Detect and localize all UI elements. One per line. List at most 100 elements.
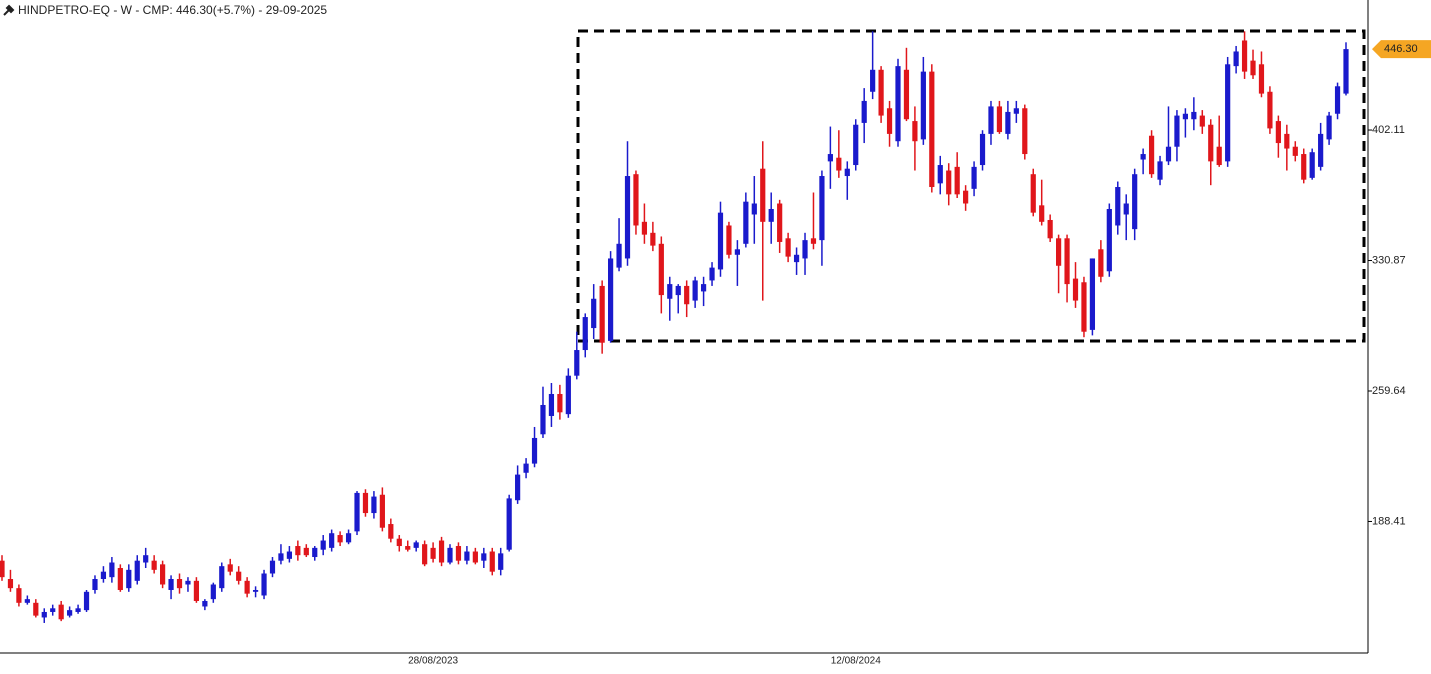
candle-body xyxy=(633,174,639,226)
candle-body xyxy=(963,190,969,204)
candle-body xyxy=(1326,115,1332,140)
candle-body xyxy=(295,546,301,556)
candle-body xyxy=(1241,40,1248,72)
candle-body xyxy=(489,551,495,572)
candle-body xyxy=(7,578,14,589)
candle-body xyxy=(675,285,681,296)
price-tag-label: 446.30 xyxy=(1384,43,1418,55)
candle-body xyxy=(929,71,935,188)
candle-body xyxy=(92,578,98,590)
candle-body xyxy=(515,474,521,501)
candle-body xyxy=(1275,121,1281,144)
candle-body xyxy=(1250,60,1256,76)
candle-body xyxy=(210,584,216,600)
x-tick-label: 28/08/2023 xyxy=(408,656,458,667)
candle-body xyxy=(244,580,250,594)
candle-body xyxy=(24,599,30,603)
candle-body xyxy=(1106,208,1112,272)
candle-body xyxy=(920,71,926,140)
candle-body xyxy=(303,547,309,556)
candle-body xyxy=(1182,113,1188,120)
candle-body xyxy=(641,221,648,235)
candle-body xyxy=(1174,115,1180,147)
candle-body xyxy=(388,524,394,539)
candle-body xyxy=(16,588,22,603)
candle-body xyxy=(1258,64,1265,94)
candle-body xyxy=(1267,91,1273,129)
candle-body xyxy=(870,69,876,92)
candle-body xyxy=(1123,203,1129,215)
candle-body xyxy=(278,553,284,561)
candle-body xyxy=(599,285,605,343)
candle-body xyxy=(117,568,123,590)
y-tick-label: 259.64 xyxy=(1372,385,1406,397)
candle-body xyxy=(1047,219,1053,239)
y-tick-label: 330.87 xyxy=(1372,254,1406,266)
candle-body xyxy=(126,569,132,589)
candle-body xyxy=(455,546,462,561)
candle-body xyxy=(58,604,64,620)
candle-body xyxy=(1191,111,1197,120)
candle-body xyxy=(176,578,183,589)
candle-body xyxy=(438,540,445,563)
candle-body xyxy=(337,535,343,543)
price-tag xyxy=(1372,40,1431,59)
candle-body xyxy=(667,284,673,299)
candle-body xyxy=(844,168,850,177)
candle-body xyxy=(692,280,698,301)
candle-body xyxy=(1030,174,1036,213)
candle-body xyxy=(312,547,318,558)
candle-body xyxy=(785,238,791,257)
candle-body xyxy=(1225,64,1231,162)
candle-body xyxy=(658,243,664,296)
candle-body xyxy=(1199,115,1205,127)
candle-body xyxy=(912,121,918,142)
candle-body xyxy=(160,564,166,585)
candle-body xyxy=(582,317,588,351)
candle-body xyxy=(540,404,546,435)
candle-body xyxy=(1301,154,1307,180)
candle-body xyxy=(354,492,360,532)
candle-body xyxy=(1132,174,1138,230)
candle-body xyxy=(1208,124,1214,162)
candle-body xyxy=(1081,282,1087,332)
candle-body xyxy=(472,551,478,563)
candle-body xyxy=(286,551,292,559)
candle-body xyxy=(1148,135,1155,175)
candle-body xyxy=(464,551,470,561)
candle-body xyxy=(345,533,352,543)
candle-body xyxy=(717,212,724,270)
candle-body xyxy=(616,243,622,268)
candle-body xyxy=(67,610,73,616)
candle-body xyxy=(523,463,529,473)
candle-body xyxy=(954,166,960,195)
candle-body xyxy=(988,106,994,134)
candle-body xyxy=(396,538,402,547)
candle-body xyxy=(591,298,597,329)
candle-body xyxy=(236,571,242,581)
candle-body xyxy=(548,393,555,416)
candle-body xyxy=(75,608,81,612)
candle-body xyxy=(810,238,817,244)
candle-body xyxy=(269,560,276,574)
candle-body xyxy=(1292,146,1298,156)
candle-body xyxy=(1318,133,1324,167)
wrench-icon xyxy=(3,4,15,16)
candle-body xyxy=(329,533,335,548)
candle-body xyxy=(1309,152,1315,178)
candle-body xyxy=(219,566,225,589)
candle-body xyxy=(650,232,656,246)
candle-body xyxy=(379,494,385,528)
candle-body xyxy=(1157,161,1163,180)
candle-body xyxy=(608,258,614,341)
candle-body xyxy=(827,154,833,162)
candle-body xyxy=(362,492,369,514)
header: HINDPETRO-EQ - W - CMP: 446.30(+5.7%) - … xyxy=(3,3,327,17)
candle-body xyxy=(143,555,149,563)
candle-body xyxy=(151,560,157,570)
candle-body xyxy=(1039,205,1045,222)
candle-body xyxy=(1005,111,1011,134)
candle-body xyxy=(751,203,757,215)
candle-body xyxy=(886,108,893,134)
candle-body xyxy=(768,208,774,222)
